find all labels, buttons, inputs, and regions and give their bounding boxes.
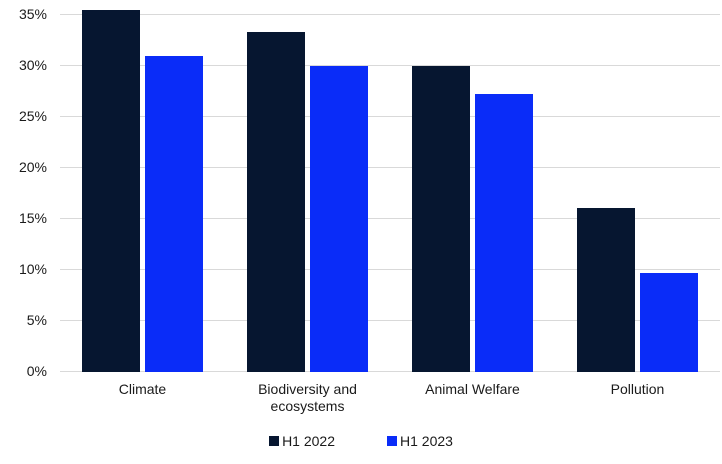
- x-axis-label-pollution: Pollution: [610, 381, 665, 397]
- y-axis-tick-label-25: 25%: [18, 108, 47, 124]
- legend-label-h1-2023: H1 2023: [400, 433, 453, 449]
- y-axis-tick-label-35: 35%: [18, 6, 47, 22]
- gridline-5: [60, 320, 720, 321]
- y-axis-tick-label-0: 0%: [26, 363, 47, 379]
- bar-h1-2022-pollution: [577, 207, 635, 372]
- x-axis-label-climate: Climate: [118, 381, 167, 397]
- plot-area: [60, 0, 720, 372]
- bar-h1-2022-animal-welfare: [412, 66, 470, 372]
- bar-h1-2023-pollution: [640, 273, 698, 372]
- legend-label-h1-2022: H1 2022: [282, 433, 335, 449]
- legend-item-h1-2023: H1 2023: [387, 433, 453, 449]
- gridline-30: [60, 65, 720, 66]
- gridline-0: [60, 371, 720, 372]
- bar-h1-2022-biodiversity-and-ecosystems: [247, 32, 305, 372]
- legend-swatch-h1-2023-icon: [387, 436, 397, 446]
- gridline-20: [60, 167, 720, 168]
- bar-h1-2023-animal-welfare: [475, 93, 533, 372]
- gridline-15: [60, 218, 720, 219]
- y-axis-tick-label-5: 5%: [26, 312, 47, 328]
- bar-h1-2023-climate: [145, 55, 203, 372]
- legend-item-h1-2022: H1 2022: [269, 433, 335, 449]
- gridline-35: [60, 14, 720, 15]
- y-axis-tick-label-20: 20%: [18, 159, 47, 175]
- bar-h1-2023-biodiversity-and-ecosystems: [310, 66, 368, 372]
- gridline-10: [60, 269, 720, 270]
- y-axis-tick-label-15: 15%: [18, 210, 47, 226]
- x-axis-label-biodiversity-and-ecosystems: Biodiversity and ecosystems: [258, 381, 357, 414]
- legend-swatch-h1-2022-icon: [269, 436, 280, 446]
- y-axis-tick-label-30: 30%: [18, 57, 47, 73]
- gridline-25: [60, 116, 720, 117]
- bar-h1-2022-climate: [82, 9, 140, 372]
- x-axis-labels: Climate Biodiversity and ecosystems Animal…: [60, 381, 720, 421]
- legend: H1 2022 H1 2023: [0, 433, 722, 449]
- y-axis-tick-label-10: 10%: [18, 261, 47, 277]
- x-axis-label-animal-welfare: Animal Welfare: [425, 381, 520, 397]
